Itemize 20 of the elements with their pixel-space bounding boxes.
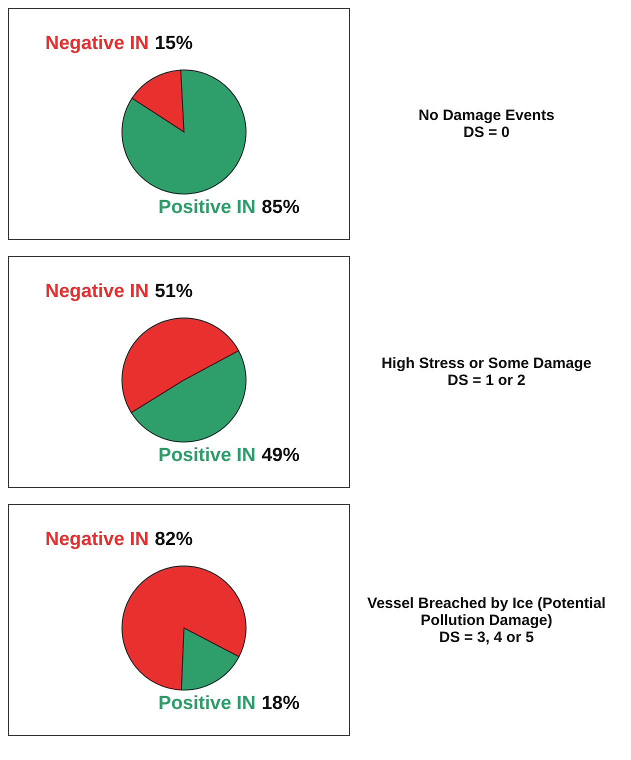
text: Vessel Breached by Ice (Potential Pollution Damage) xyxy=(366,594,607,628)
slice-label: Negative IN xyxy=(45,280,149,302)
data-label: 51% xyxy=(154,280,193,302)
slice-label: Positive IN xyxy=(158,692,256,714)
slice-label: Positive IN xyxy=(158,196,256,218)
data-label: 49% xyxy=(262,444,300,466)
data-label: 82% xyxy=(154,528,193,550)
text: DS = 1 or 2 xyxy=(446,372,526,389)
data-label: 15% xyxy=(154,32,193,54)
text: No Damage Events xyxy=(418,107,556,124)
data-label: 85% xyxy=(262,196,300,218)
data-label: 18% xyxy=(262,692,300,714)
pie-slice xyxy=(122,70,246,194)
slice-label: Positive IN xyxy=(158,444,256,466)
text: DS = 0 xyxy=(462,124,511,141)
slice-label: Negative IN xyxy=(45,32,149,54)
slice-label: Negative IN xyxy=(45,528,149,550)
text: DS = 3, 4 or 5 xyxy=(438,628,535,646)
pie-slice xyxy=(122,566,246,690)
text: High Stress or Some Damage xyxy=(380,355,593,372)
